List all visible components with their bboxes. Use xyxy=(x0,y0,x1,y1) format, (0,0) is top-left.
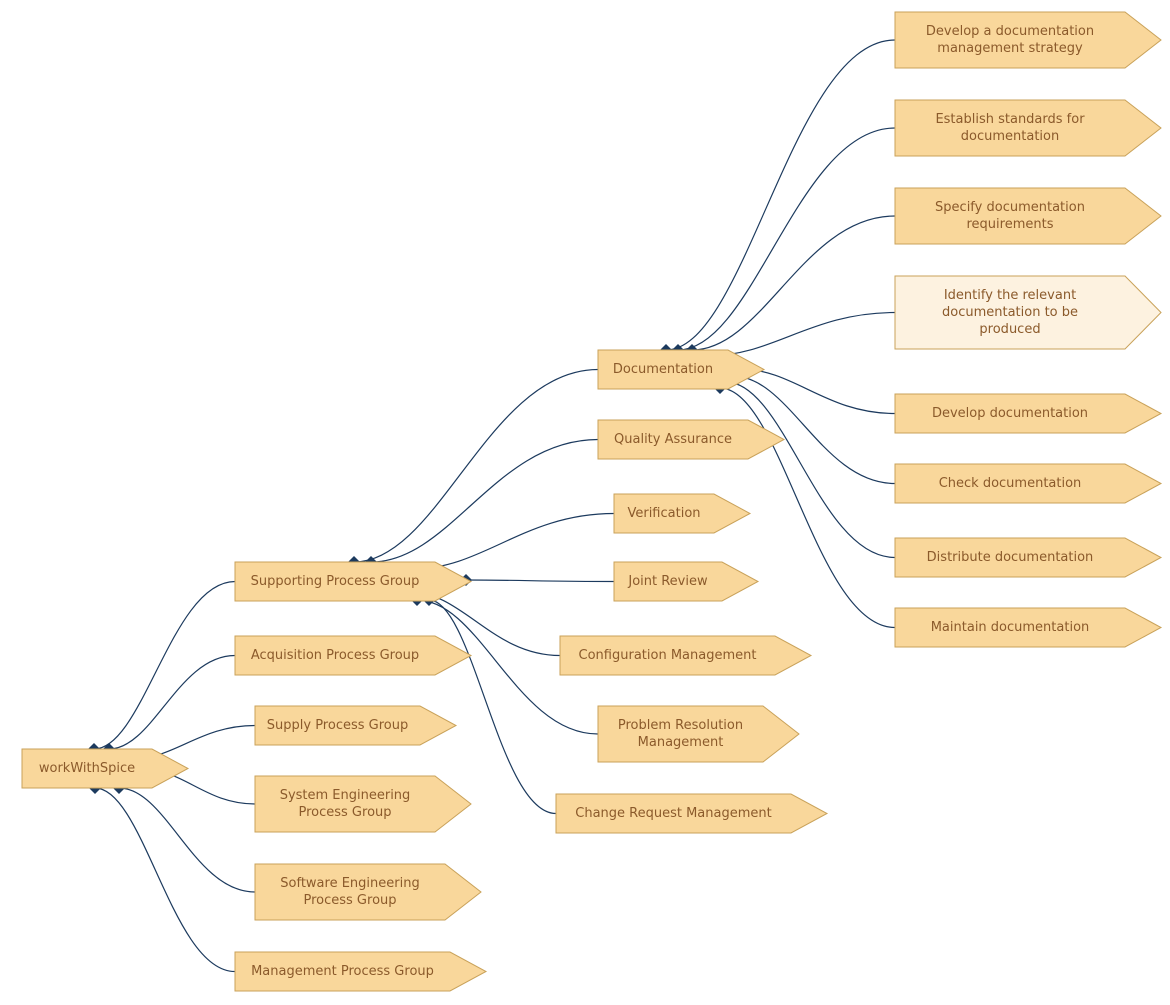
node-label-d1-line1: management strategy xyxy=(937,41,1083,56)
node-label-spg-line0: Supporting Process Group xyxy=(251,574,420,589)
node-shape-d1 xyxy=(895,12,1161,68)
node-label-d1-line0: Develop a documentation xyxy=(926,24,1094,39)
node-label-crm-line0: Change Request Management xyxy=(575,806,771,821)
node-d3[interactable]: Specify documentation requirements xyxy=(895,188,1161,244)
node-d2[interactable]: Establish standards for documentation xyxy=(895,100,1161,156)
node-label-d4-line1: documentation to be xyxy=(942,305,1078,320)
node-label-swpg-line0: Software Engineering xyxy=(280,876,419,891)
edge-root-apg xyxy=(109,656,235,750)
node-label-d6-line0: Check documentation xyxy=(939,476,1082,491)
node-d4[interactable]: Identify the relevant documentation to be… xyxy=(895,276,1161,349)
edge-doc-d3 xyxy=(692,216,895,350)
node-label-sepg-line1: Process Group xyxy=(298,805,391,820)
edge-spg-doc xyxy=(354,370,598,563)
edge-root-mpg xyxy=(95,788,235,972)
node-crm[interactable]: Change Request Management xyxy=(556,794,827,833)
node-label-jr-line0: Joint Review xyxy=(627,574,708,589)
node-swpg[interactable]: Software Engineering Process Group xyxy=(255,864,481,920)
node-shape-swpg xyxy=(255,864,481,920)
edge-doc-d2 xyxy=(678,128,895,350)
node-shape-d2 xyxy=(895,100,1161,156)
node-label-sepg-line0: System Engineering xyxy=(280,788,411,803)
node-label-sup-line0: Supply Process Group xyxy=(267,718,408,733)
node-label-d5-line0: Develop documentation xyxy=(932,406,1088,421)
node-label-root-line0: workWithSpice xyxy=(39,761,135,776)
node-d6[interactable]: Check documentation xyxy=(895,464,1161,503)
node-label-d8-line0: Maintain documentation xyxy=(931,620,1090,635)
node-label-prm-line1: Management xyxy=(638,735,724,750)
edge-root-swpg xyxy=(119,788,255,892)
edge-root-spg xyxy=(94,582,235,750)
node-label-d3-line1: requirements xyxy=(967,217,1054,232)
node-apg[interactable]: Acquisition Process Group xyxy=(235,636,471,675)
node-label-d3-line0: Specify documentation xyxy=(935,200,1085,215)
edge-doc-d5 xyxy=(740,369,895,414)
node-d8[interactable]: Maintain documentation xyxy=(895,608,1161,647)
node-cm[interactable]: Configuration Management xyxy=(560,636,811,675)
node-label-cm-line0: Configuration Management xyxy=(579,648,757,663)
edge-spg-jr xyxy=(466,580,614,582)
node-root[interactable]: workWithSpice xyxy=(22,749,188,788)
edge-spg-ver xyxy=(413,514,614,570)
node-prm[interactable]: Problem Resolution Management xyxy=(598,706,799,762)
node-sup[interactable]: Supply Process Group xyxy=(255,706,456,745)
node-spg[interactable]: Supporting Process Group xyxy=(235,562,471,601)
node-label-d4-line2: produced xyxy=(979,322,1040,337)
nodes-layer: workWithSpice Supporting Process Group Acq… xyxy=(22,12,1161,991)
node-label-ver-line0: Verification xyxy=(627,506,700,521)
node-label-d4-line0: Identify the relevant xyxy=(944,288,1076,303)
diagram-canvas: workWithSpice Supporting Process Group Acq… xyxy=(0,0,1170,1005)
node-doc[interactable]: Documentation xyxy=(598,350,764,389)
node-label-doc-line0: Documentation xyxy=(613,362,713,377)
node-label-swpg-line1: Process Group xyxy=(303,893,396,908)
edge-spg-qa xyxy=(371,440,598,563)
node-label-mpg-line0: Management Process Group xyxy=(251,964,434,979)
edge-doc-d4 xyxy=(708,313,895,357)
node-shape-prm xyxy=(598,706,799,762)
node-label-d7-line0: Distribute documentation xyxy=(927,550,1094,565)
node-d1[interactable]: Develop a documentation management strate… xyxy=(895,12,1161,68)
node-mpg[interactable]: Management Process Group xyxy=(235,952,486,991)
node-label-prm-line0: Problem Resolution xyxy=(618,718,743,733)
node-sepg[interactable]: System Engineering Process Group xyxy=(255,776,471,832)
node-shape-sepg xyxy=(255,776,471,832)
node-shape-d3 xyxy=(895,188,1161,244)
node-label-apg-line0: Acquisition Process Group xyxy=(251,648,419,663)
node-label-d2-line0: Establish standards for xyxy=(935,112,1085,127)
node-d5[interactable]: Develop documentation xyxy=(895,394,1161,433)
node-label-d2-line1: documentation xyxy=(961,129,1059,144)
node-qa[interactable]: Quality Assurance xyxy=(598,420,784,459)
edge-doc-d1 xyxy=(666,40,895,350)
node-label-qa-line0: Quality Assurance xyxy=(614,432,732,447)
node-d7[interactable]: Distribute documentation xyxy=(895,538,1161,577)
node-ver[interactable]: Verification xyxy=(614,494,750,533)
node-jr[interactable]: Joint Review xyxy=(614,562,758,601)
